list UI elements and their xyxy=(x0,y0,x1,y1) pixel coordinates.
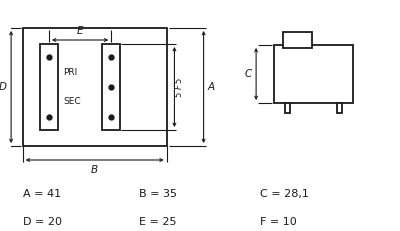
Text: 5: 5 xyxy=(175,77,184,83)
Text: E: E xyxy=(77,26,83,36)
Text: A: A xyxy=(208,82,215,92)
Text: A = 41: A = 41 xyxy=(23,189,61,199)
Bar xyxy=(337,103,342,113)
Bar xyxy=(102,44,120,130)
Text: PRI: PRI xyxy=(64,68,78,77)
Text: F = 10: F = 10 xyxy=(260,217,297,227)
Bar xyxy=(283,32,312,48)
Text: B: B xyxy=(91,165,98,175)
Text: B = 35: B = 35 xyxy=(140,189,178,199)
Bar xyxy=(40,44,58,130)
Text: C: C xyxy=(245,69,252,79)
Text: E = 25: E = 25 xyxy=(140,217,177,227)
Text: F: F xyxy=(175,85,184,89)
Text: SEC: SEC xyxy=(64,97,81,106)
Text: D: D xyxy=(0,82,7,92)
Text: 5: 5 xyxy=(175,91,184,97)
Bar xyxy=(23,28,167,146)
Bar xyxy=(285,103,290,113)
Text: C = 28,1: C = 28,1 xyxy=(260,189,309,199)
Bar xyxy=(274,45,353,103)
Text: D = 20: D = 20 xyxy=(23,217,62,227)
